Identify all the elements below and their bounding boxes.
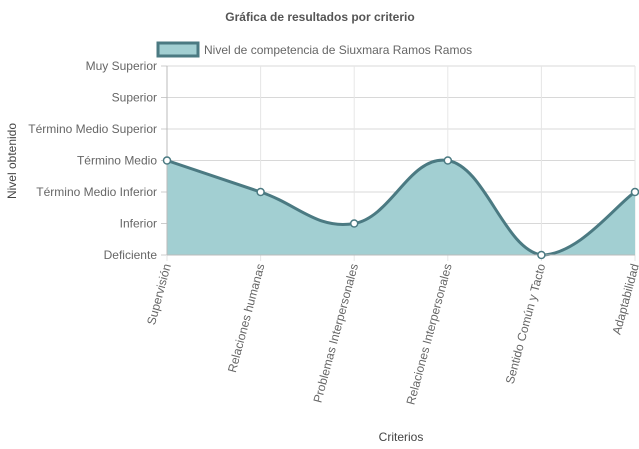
data-points (162, 156, 639, 260)
chart-title: Gráfica de resultados por criterio (225, 10, 414, 24)
y-tick-label: Muy Superior (86, 59, 157, 73)
legend-swatch[interactable] (156, 41, 200, 58)
y-tick-label: Superior (112, 91, 157, 105)
data-point[interactable] (349, 219, 359, 228)
data-point[interactable] (162, 156, 172, 165)
x-axis-title: Criterios (379, 430, 424, 444)
legend-label: Nivel de competencia de Siuxmara Ramos R… (204, 43, 472, 57)
data-point[interactable] (256, 187, 265, 197)
y-tick-label: Deficiente (104, 248, 158, 262)
x-tick-label: Problemas Interpersonales (310, 262, 361, 404)
x-tick-label: Relaciones humanas (225, 262, 268, 374)
data-point[interactable] (443, 156, 453, 165)
y-tick-label: Inferior (120, 217, 157, 231)
y-tick-label: Término Medio Inferior (36, 185, 157, 199)
data-point[interactable] (537, 250, 546, 260)
x-tick-label: Adaptabilidad (610, 262, 639, 336)
x-tick-labels: Supervisión Relaciones humanas Problemas I… (144, 262, 639, 406)
x-tick-label: Sentido Común y Tacto (503, 262, 549, 386)
legend[interactable]: Nivel de competencia de Siuxmara Ramos R… (156, 41, 472, 58)
x-tick-label: Supervisión (144, 262, 174, 326)
series-area (167, 160, 635, 255)
data-point[interactable] (630, 187, 639, 197)
series-area-layer (166, 158, 636, 257)
y-axis-title: Nivel obtenido (5, 123, 19, 199)
y-tick-label: Término Medio (77, 154, 157, 168)
y-tick-labels: Deficiente Inferior Término Medio Inferior… (28, 59, 157, 262)
y-tick-label: Término Medio Superior (28, 122, 157, 136)
x-tick-label: Relaciones Interpersonales (404, 262, 455, 406)
